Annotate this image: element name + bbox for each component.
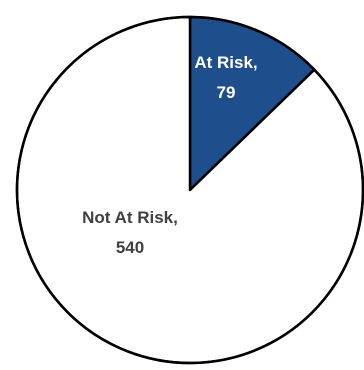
- slice-label-not-at-risk-value: 540: [116, 238, 144, 257]
- slices-layer: [15, 15, 364, 365]
- slice-label-not-at-risk-name: Not At Risk,: [82, 208, 178, 227]
- labels-layer: At Risk, 79 Not At Risk, 540: [82, 53, 258, 257]
- pie-outline: [15, 15, 364, 365]
- slice-label-at-risk-name: At Risk,: [194, 53, 257, 72]
- slice-label-at-risk-value: 79: [217, 83, 236, 102]
